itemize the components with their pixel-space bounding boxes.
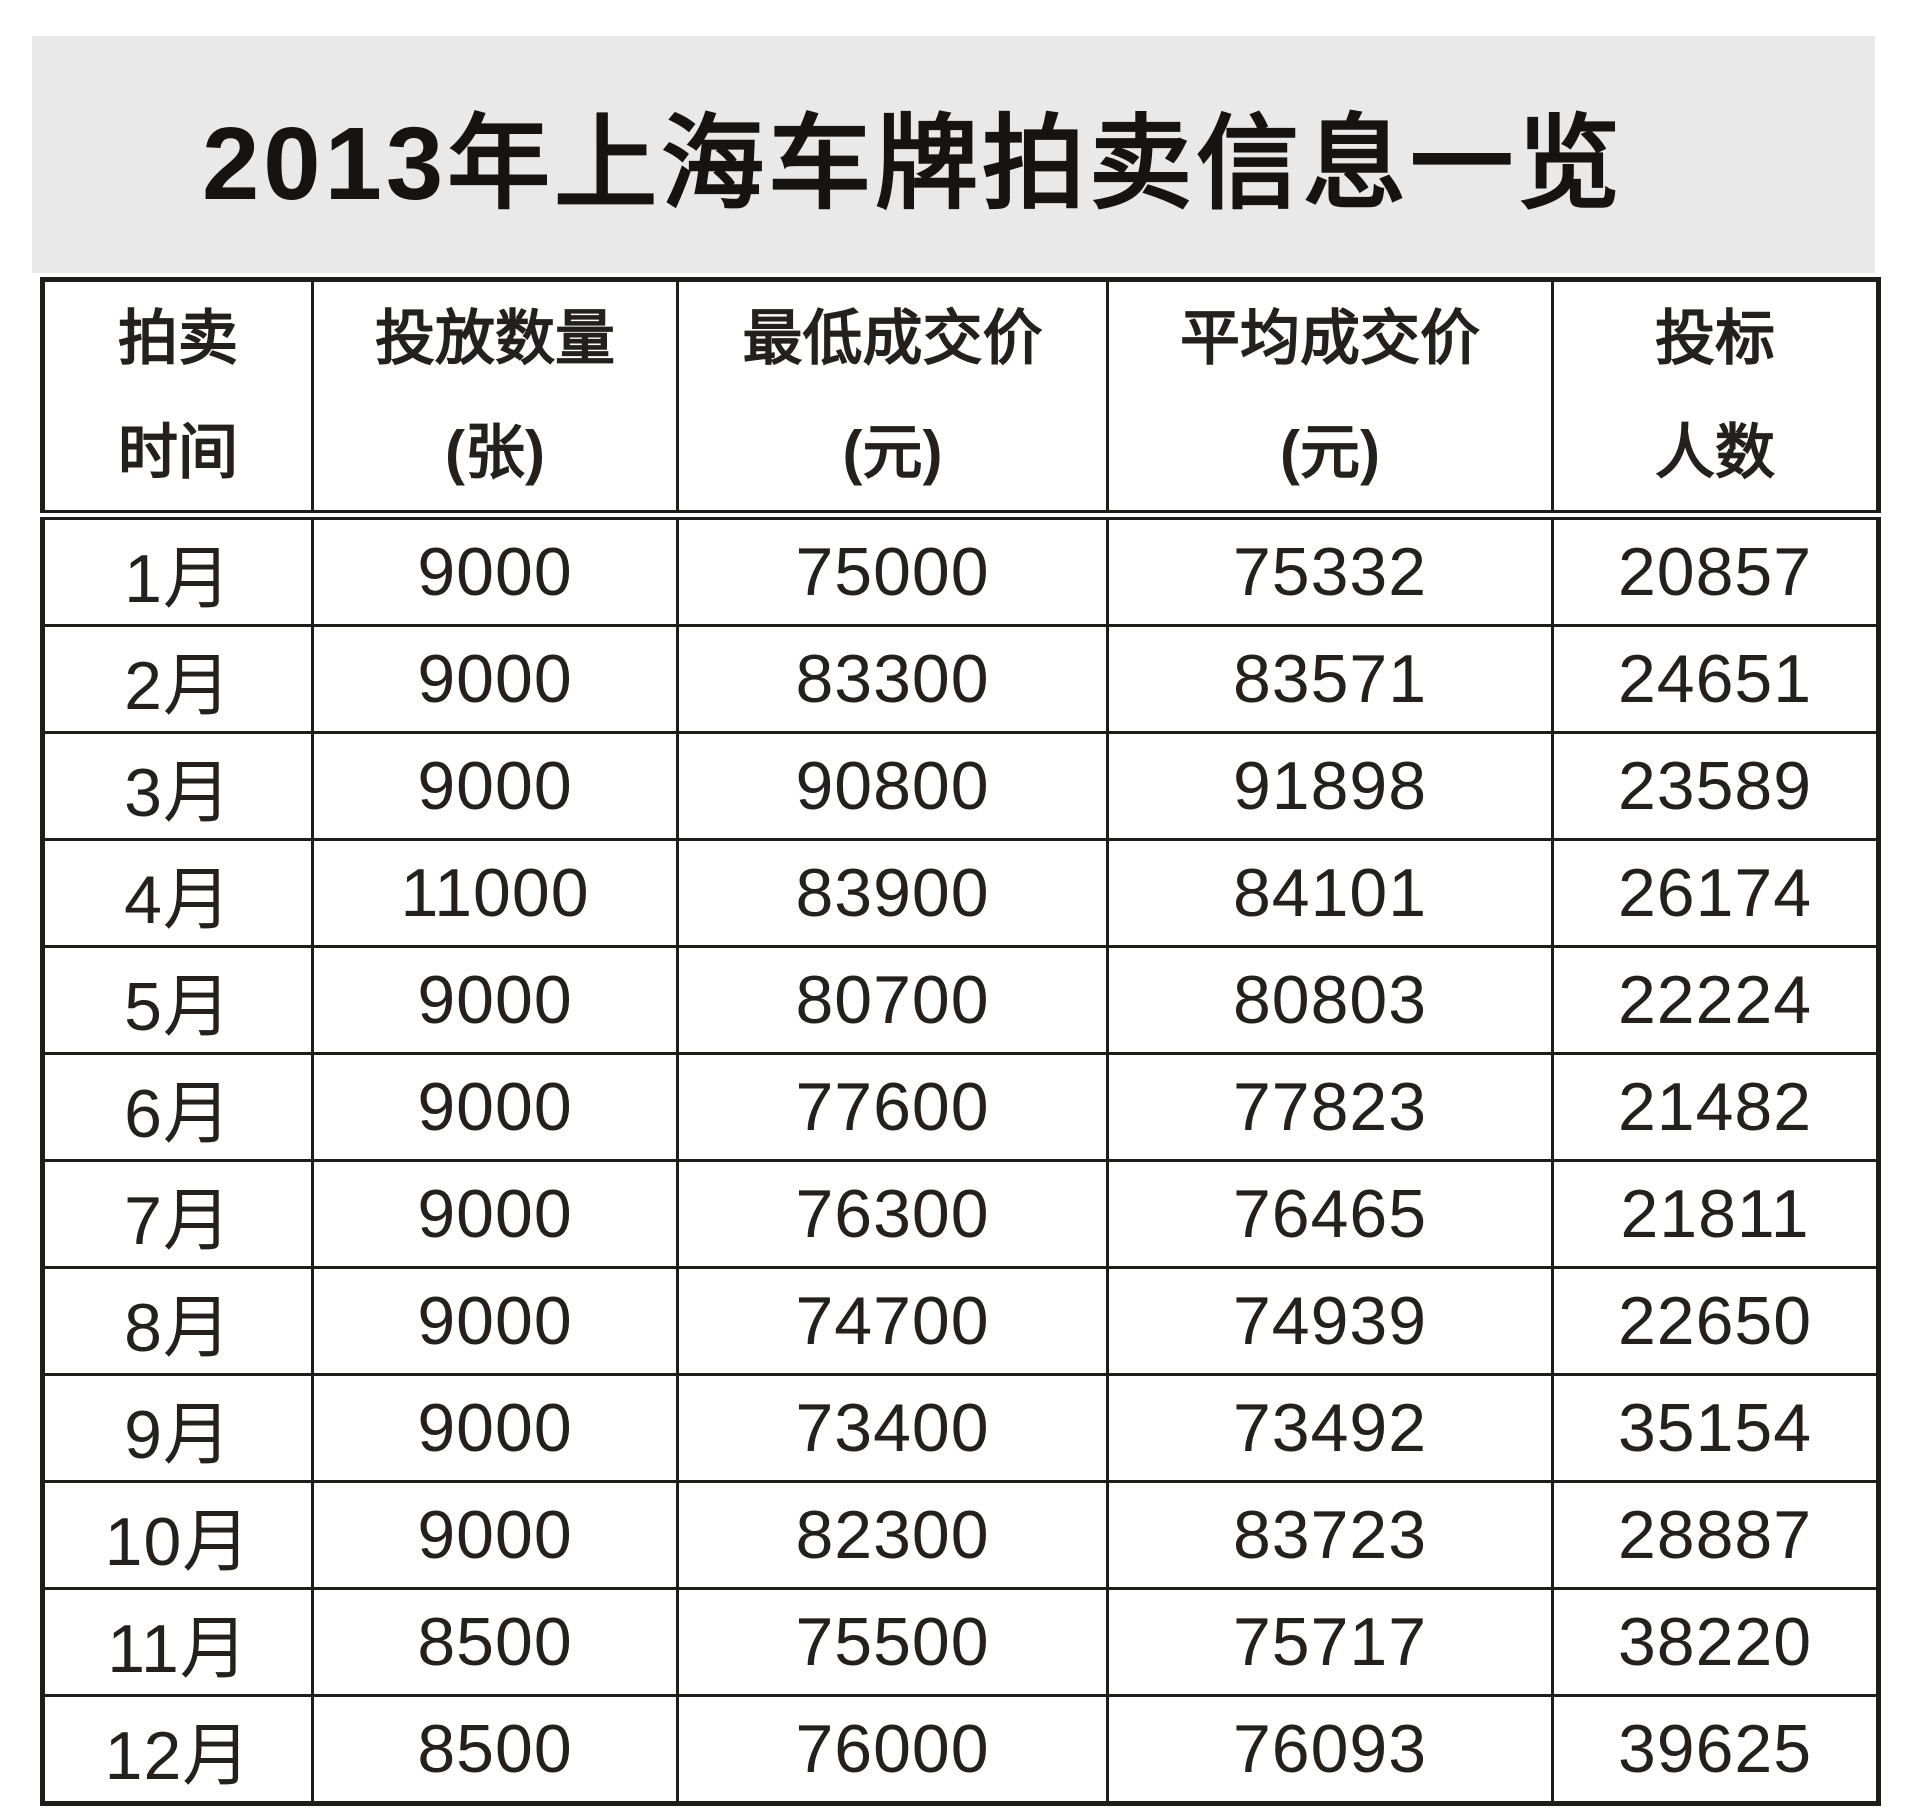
bidders-cell: 38220 (1551, 1587, 1880, 1697)
quantity-cell: 8500 (311, 1587, 679, 1697)
auction-table: 拍卖 时间 投放数量 (张) 最低成交价 (元) 平均成交价 (元) 投标 (40, 277, 1881, 1806)
quantity-cell: 9000 (311, 731, 679, 841)
title-band: 2013年上海车牌拍卖信息一览 (32, 36, 1875, 273)
min-price-cell: 90800 (676, 731, 1109, 841)
bidders-cell: 26174 (1551, 838, 1880, 948)
month-cell: 10月 (41, 1480, 314, 1590)
avg-price-cell: 84101 (1106, 838, 1554, 948)
quantity-cell: 9000 (311, 1159, 679, 1269)
header-bidders-line2: 人数 (1655, 419, 1775, 486)
min-price-cell: 77600 (676, 1052, 1109, 1162)
quantity-cell: 9000 (311, 1373, 679, 1483)
bidders-cell: 24651 (1551, 624, 1880, 734)
header-min-price: 最低成交价 (元) (676, 278, 1109, 520)
quantity-cell: 8500 (311, 1694, 679, 1805)
month-cell: 3月 (41, 731, 314, 841)
quantity-cell: 9000 (311, 624, 679, 734)
avg-price-cell: 91898 (1106, 731, 1554, 841)
table-row: 6月 9000 77600 77823 21482 (41, 1052, 1880, 1162)
month-cell: 8月 (41, 1266, 314, 1376)
header-avg-price: 平均成交价 (元) (1106, 278, 1554, 520)
bidders-cell: 22650 (1551, 1266, 1880, 1376)
avg-price-cell: 77823 (1106, 1052, 1554, 1162)
min-price-cell: 83900 (676, 838, 1109, 948)
month-cell: 5月 (41, 945, 314, 1055)
avg-price-cell: 75332 (1106, 513, 1554, 627)
bidders-cell: 21811 (1551, 1159, 1880, 1269)
table-header: 拍卖 时间 投放数量 (张) 最低成交价 (元) 平均成交价 (元) 投标 (41, 278, 1880, 520)
bidders-cell: 22224 (1551, 945, 1880, 1055)
header-bidders: 投标 人数 (1551, 278, 1880, 520)
avg-price-cell: 75717 (1106, 1587, 1554, 1697)
table-row: 10月 9000 82300 83723 28887 (41, 1480, 1880, 1590)
min-price-cell: 75000 (676, 513, 1109, 627)
header-auction-time: 拍卖 时间 (41, 278, 314, 520)
header-auction-time-line2: 时间 (118, 419, 238, 486)
header-quantity-line1: 投放数量 (375, 305, 615, 372)
bidders-cell: 21482 (1551, 1052, 1880, 1162)
month-cell: 1月 (41, 513, 314, 627)
month-cell: 6月 (41, 1052, 314, 1162)
avg-price-cell: 76465 (1106, 1159, 1554, 1269)
quantity-cell: 9000 (311, 1266, 679, 1376)
bidders-cell: 23589 (1551, 731, 1880, 841)
month-cell: 4月 (41, 838, 314, 948)
header-avg-price-line1: 平均成交价 (1180, 305, 1480, 372)
quantity-cell: 9000 (311, 1052, 679, 1162)
header-avg-price-line2: (元) (1280, 419, 1380, 486)
table-row: 3月 9000 90800 91898 23589 (41, 731, 1880, 841)
header-quantity-line2: (张) (445, 419, 545, 486)
month-cell: 2月 (41, 624, 314, 734)
table-row: 7月 9000 76300 76465 21811 (41, 1159, 1880, 1269)
avg-price-cell: 74939 (1106, 1266, 1554, 1376)
header-bidders-line1: 投标 (1655, 305, 1775, 372)
min-price-cell: 74700 (676, 1266, 1109, 1376)
table-row: 12月 8500 76000 76093 39625 (41, 1694, 1880, 1805)
avg-price-cell: 73492 (1106, 1373, 1554, 1483)
table-row: 2月 9000 83300 83571 24651 (41, 624, 1880, 734)
month-cell: 11月 (41, 1587, 314, 1697)
header-min-price-line2: (元) (842, 419, 943, 486)
table-row: 11月 8500 75500 75717 38220 (41, 1587, 1880, 1697)
bidders-cell: 28887 (1551, 1480, 1880, 1590)
table-body: 1月 9000 75000 75332 20857 2月 9000 83300 83571 246… (41, 513, 1880, 1805)
quantity-cell: 11000 (311, 838, 679, 948)
quantity-cell: 9000 (311, 945, 679, 1055)
header-row: 拍卖 时间 投放数量 (张) 最低成交价 (元) 平均成交价 (元) 投标 (41, 278, 1880, 520)
table-row: 4月 11000 83900 84101 26174 (41, 838, 1880, 948)
quantity-cell: 9000 (311, 1480, 679, 1590)
table-row: 5月 9000 80700 80803 22224 (41, 945, 1880, 1055)
min-price-cell: 82300 (676, 1480, 1109, 1590)
table-row: 8月 9000 74700 74939 22650 (41, 1266, 1880, 1376)
min-price-cell: 75500 (676, 1587, 1109, 1697)
header-min-price-line1: 最低成交价 (742, 305, 1043, 372)
avg-price-cell: 83571 (1106, 624, 1554, 734)
month-cell: 7月 (41, 1159, 314, 1269)
min-price-cell: 73400 (676, 1373, 1109, 1483)
header-auction-time-line1: 拍卖 (118, 305, 238, 372)
bidders-cell: 20857 (1551, 513, 1880, 627)
bidders-cell: 35154 (1551, 1373, 1880, 1483)
table-row: 1月 9000 75000 75332 20857 (41, 513, 1880, 627)
page-title: 2013年上海车牌拍卖信息一览 (202, 106, 1625, 221)
avg-price-cell: 80803 (1106, 945, 1554, 1055)
header-quantity: 投放数量 (张) (311, 278, 679, 520)
bidders-cell: 39625 (1551, 1694, 1880, 1805)
month-cell: 12月 (41, 1694, 314, 1805)
min-price-cell: 76300 (676, 1159, 1109, 1269)
table-row: 9月 9000 73400 73492 35154 (41, 1373, 1880, 1483)
min-price-cell: 83300 (676, 624, 1109, 734)
month-cell: 9月 (41, 1373, 314, 1483)
min-price-cell: 76000 (676, 1694, 1109, 1805)
min-price-cell: 80700 (676, 945, 1109, 1055)
avg-price-cell: 83723 (1106, 1480, 1554, 1590)
avg-price-cell: 76093 (1106, 1694, 1554, 1805)
quantity-cell: 9000 (311, 513, 679, 627)
